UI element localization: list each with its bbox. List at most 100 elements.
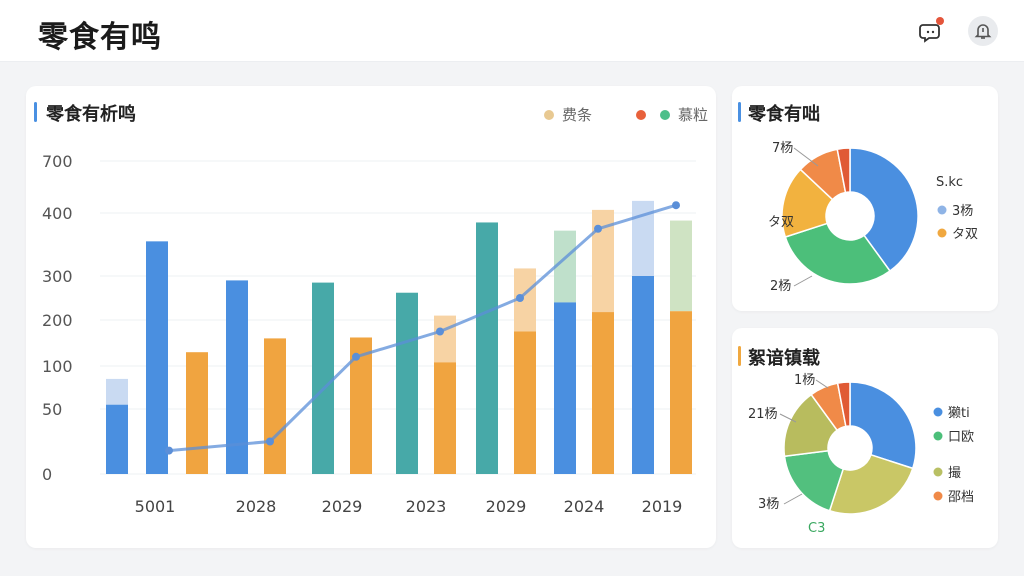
donut-slice — [849, 147, 919, 273]
main-chart-title: 零食有析鸣 — [46, 104, 136, 125]
bar-segment-light — [514, 268, 536, 332]
top-bar: 零食有鸣 — [0, 0, 1024, 62]
slice-label: タ双 — [768, 215, 794, 230]
x-tick-label: 5001 — [135, 497, 176, 516]
x-tick-label: 2029 — [322, 497, 363, 516]
donut-slice — [849, 381, 917, 470]
trend-point — [516, 294, 524, 302]
bar — [396, 292, 418, 474]
bar — [264, 338, 286, 474]
leader-line — [793, 275, 813, 287]
bell-icon — [974, 24, 992, 39]
slice-label: 2杨 — [770, 279, 791, 294]
bar — [434, 362, 456, 474]
legend-label: 慕粒 — [678, 106, 709, 124]
slice-label: 3杨 — [758, 497, 779, 512]
donut-2-title: 絮谙镇载 — [748, 348, 820, 369]
legend-item-2[interactable]: 慕粒 — [636, 104, 708, 125]
bar — [312, 282, 334, 474]
legend-swatch — [660, 109, 670, 120]
slice-label: 21杨 — [748, 407, 778, 422]
trend-point — [165, 446, 173, 455]
donut-card-2: 絮谙镇载 1杨 21杨 3杨 C3 獭ti 口欧撮邵档 — [732, 328, 998, 548]
donut-slice — [783, 449, 845, 512]
slice-label: S.kc — [936, 175, 963, 190]
x-tick-label: 2023 — [406, 497, 447, 516]
notification-button[interactable] — [916, 16, 946, 46]
trend-point — [594, 224, 602, 233]
x-tick-label: 2028 — [236, 497, 277, 516]
x-tick-label: 2029 — [486, 497, 527, 516]
legend-label: タ双 — [952, 227, 978, 242]
donut-1-title: 零食有咄 — [748, 104, 820, 125]
legend-swatch — [544, 109, 554, 120]
bar — [592, 312, 614, 474]
donut-slice — [836, 381, 851, 428]
leader-line — [783, 493, 803, 505]
bar — [146, 241, 168, 474]
slice-label: 7杨 — [772, 141, 793, 156]
bar — [632, 276, 654, 474]
donut-slice — [836, 147, 851, 194]
bar — [670, 311, 692, 474]
bar — [554, 302, 576, 474]
y-tick-label: 50 — [42, 400, 62, 419]
bar-chart: 0 50 100 200 300 400 700 5001 2028 2029 2023 2029 20… — [42, 152, 696, 516]
legend-swatch — [933, 491, 943, 501]
y-tick-label: 400 — [42, 204, 73, 223]
notification-dot — [936, 17, 944, 25]
trend-point — [436, 327, 444, 336]
leader-line — [779, 413, 797, 423]
chat-bell-icon — [919, 24, 940, 43]
slice-label: C3 — [808, 521, 825, 536]
legend-label: 3杨 — [952, 204, 973, 219]
legend-label: 邵档 — [948, 490, 974, 505]
legend-swatch — [933, 467, 943, 477]
title-accent — [738, 346, 741, 366]
y-tick-label: 0 — [42, 465, 52, 484]
trend-point — [672, 201, 680, 210]
x-tick-label: 2019 — [642, 497, 683, 516]
title-accent — [34, 102, 37, 122]
leader-line — [793, 147, 819, 167]
trend-point — [352, 352, 360, 361]
bar-segment-light — [106, 378, 128, 405]
trend-point — [266, 437, 274, 446]
main-chart-card: 零食有析鸣 费条 慕粒 0 50 100 200 300 400 700 5001 2028 20… — [26, 86, 716, 548]
bar — [514, 331, 536, 474]
legend-swatch — [933, 431, 943, 441]
bar — [226, 280, 248, 474]
bar-segment-light — [592, 209, 614, 313]
donut-card-1: 零食有咄 7杨 S.kc タ双 2杨 3杨タ双 — [732, 86, 998, 311]
bar — [476, 222, 498, 474]
y-tick-label: 700 — [42, 152, 73, 171]
legend-label: 獭ti — [948, 406, 970, 421]
x-tick-label: 2024 — [564, 497, 605, 516]
bar-segment-light — [632, 200, 654, 276]
y-tick-label: 200 — [42, 311, 73, 330]
y-tick-label: 100 — [42, 357, 73, 376]
bar — [186, 352, 208, 474]
page-title: 零食有鸣 — [38, 20, 162, 55]
legend-item-1[interactable]: 费条 — [544, 104, 592, 125]
bar — [350, 337, 372, 474]
legend-swatch — [636, 109, 646, 120]
legend-swatch — [937, 228, 947, 238]
legend-label: 撮 — [948, 465, 961, 481]
title-accent — [738, 102, 741, 122]
legend-label: 口欧 — [948, 430, 974, 445]
legend-label: 费条 — [562, 106, 593, 124]
bar-segment-light — [434, 315, 456, 363]
donut-slice — [784, 222, 892, 285]
alert-button[interactable] — [968, 16, 998, 46]
bar-segment-light — [670, 220, 692, 312]
bar — [106, 404, 128, 474]
y-tick-label: 300 — [42, 267, 73, 286]
bar-segment-light — [554, 230, 576, 303]
slice-label: 1杨 — [794, 373, 815, 388]
legend-swatch — [937, 205, 947, 215]
leader-line — [815, 379, 829, 389]
donut-slice — [828, 453, 914, 515]
